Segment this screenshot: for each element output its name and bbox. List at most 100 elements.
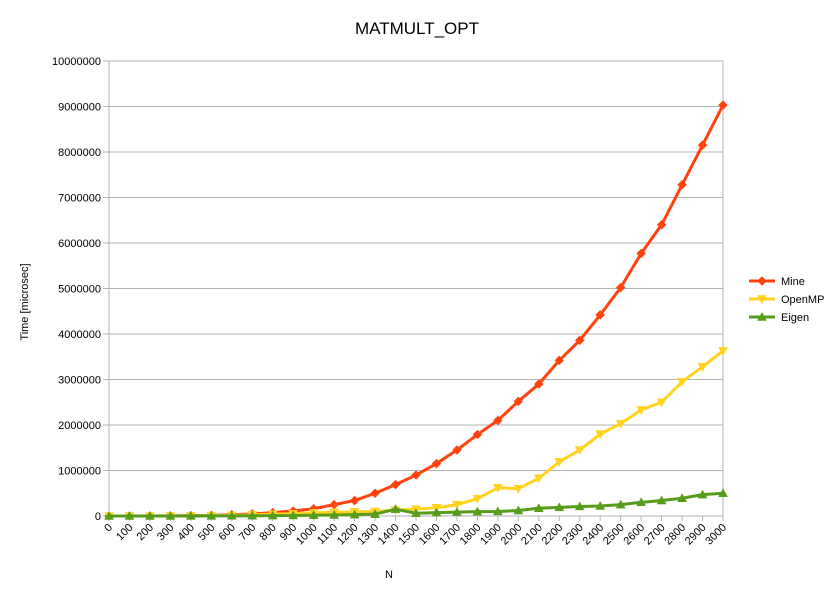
- x-axis-label: N: [385, 569, 393, 581]
- gridlines: [109, 60, 723, 517]
- y-tick-label: 7000000: [58, 193, 101, 205]
- x-tick-label: 2200: [540, 522, 566, 548]
- data-point-eigen: [267, 510, 278, 520]
- y-tick-label: 9000000: [58, 102, 101, 114]
- x-tick-label: 2800: [662, 522, 688, 548]
- data-point-mine: [329, 499, 339, 510]
- data-point-openmp: [636, 406, 647, 415]
- x-tick-label: 1300: [355, 522, 381, 548]
- legend-marker: [757, 295, 767, 305]
- data-point-mine: [636, 248, 646, 259]
- series-group: [104, 100, 728, 522]
- data-point-openmp: [574, 446, 585, 456]
- data-point-openmp: [533, 474, 544, 484]
- data-point-eigen: [185, 510, 196, 520]
- x-tick-label: 2500: [601, 522, 627, 548]
- x-tick-label: 2700: [642, 522, 668, 548]
- y-tick-label: 6000000: [58, 238, 101, 250]
- x-tick-label: 400: [176, 522, 197, 543]
- data-point-mine: [349, 495, 360, 506]
- x-tick-label: 1000: [294, 522, 320, 548]
- data-point-openmp: [615, 419, 626, 429]
- data-point-eigen: [492, 506, 503, 516]
- data-point-mine: [370, 488, 380, 499]
- data-point-eigen: [718, 488, 728, 497]
- legend-item-mine: Mine: [749, 276, 805, 288]
- x-tick-label: 300: [155, 522, 176, 543]
- data-point-openmp: [656, 398, 667, 408]
- data-point-eigen: [697, 489, 708, 499]
- y-tick-label: 10000000: [52, 56, 101, 68]
- legend-label: Mine: [781, 276, 805, 288]
- y-tick-label: 2000000: [58, 420, 101, 432]
- data-point-eigen: [656, 495, 667, 505]
- x-tick-label: 1200: [335, 522, 361, 548]
- y-tick-label: 3000000: [58, 375, 101, 387]
- y-tick-label: 0: [95, 511, 101, 523]
- x-tick-label: 2300: [560, 522, 586, 548]
- data-point-mine: [718, 100, 728, 110]
- data-point-mine: [513, 396, 524, 407]
- x-tick-label: 1900: [478, 522, 504, 548]
- data-point-eigen: [349, 509, 360, 519]
- x-tick-label: 2600: [621, 522, 647, 548]
- legend-marker: [757, 311, 767, 321]
- data-point-eigen: [329, 509, 340, 519]
- data-point-mine: [472, 429, 483, 440]
- x-tick-label: 200: [135, 522, 156, 543]
- data-point-eigen: [513, 505, 524, 515]
- data-point-openmp: [492, 484, 503, 493]
- data-point-eigen: [452, 507, 462, 516]
- x-tick-label: 2100: [519, 522, 545, 548]
- y-tick-label: 5000000: [58, 284, 101, 296]
- data-point-openmp: [513, 484, 524, 494]
- x-tick-label: 2900: [683, 522, 709, 548]
- data-point-mine: [533, 379, 544, 389]
- series-openmp: [104, 347, 728, 522]
- data-point-eigen: [104, 510, 114, 520]
- series-line-mine: [109, 104, 725, 518]
- x-tick-label: 2400: [581, 522, 607, 548]
- y-tick-label: 8000000: [58, 147, 101, 159]
- data-point-eigen: [574, 501, 585, 511]
- data-point-eigen: [124, 510, 135, 520]
- legend-label: OpenMP: [781, 294, 824, 306]
- data-point-eigen: [370, 509, 380, 518]
- data-point-eigen: [165, 510, 176, 520]
- data-point-eigen: [595, 500, 606, 510]
- series-eigen: [104, 488, 728, 520]
- x-tick-label: 1600: [417, 522, 443, 548]
- data-point-eigen: [615, 499, 626, 509]
- data-point-eigen: [247, 510, 258, 520]
- x-tick-label: 500: [196, 522, 217, 543]
- data-point-openmp: [472, 494, 483, 504]
- data-point-mine: [677, 179, 687, 190]
- series-line-openmp: [109, 349, 724, 518]
- legend-item-eigen: Eigen: [749, 311, 809, 324]
- y-tick-label: 4000000: [58, 329, 101, 341]
- legend-item-openmp: OpenMP: [749, 294, 824, 306]
- data-point-mine: [595, 310, 606, 320]
- data-point-eigen: [411, 508, 421, 518]
- series-mine: [104, 100, 728, 521]
- data-point-mine: [656, 219, 667, 230]
- data-point-eigen: [226, 510, 237, 520]
- x-tick-label: 600: [216, 522, 237, 543]
- x-tick-label: 1100: [315, 522, 340, 547]
- legend-marker: [757, 276, 767, 286]
- legend-label: Eigen: [781, 312, 809, 324]
- data-point-mine: [411, 470, 421, 480]
- x-tick-label: 800: [257, 522, 278, 543]
- data-point-eigen: [472, 506, 483, 516]
- data-point-openmp: [595, 430, 606, 440]
- data-point-mine: [390, 479, 401, 490]
- data-point-openmp: [452, 500, 462, 510]
- x-tick-label: 100: [114, 522, 135, 543]
- data-point-eigen: [390, 504, 401, 513]
- x-tick-label: 1400: [376, 522, 402, 548]
- x-tick-label: 1800: [458, 522, 484, 548]
- y-axis-label: Time [microsec]: [19, 263, 31, 340]
- data-point-mine: [493, 415, 503, 426]
- data-point-openmp: [697, 363, 708, 372]
